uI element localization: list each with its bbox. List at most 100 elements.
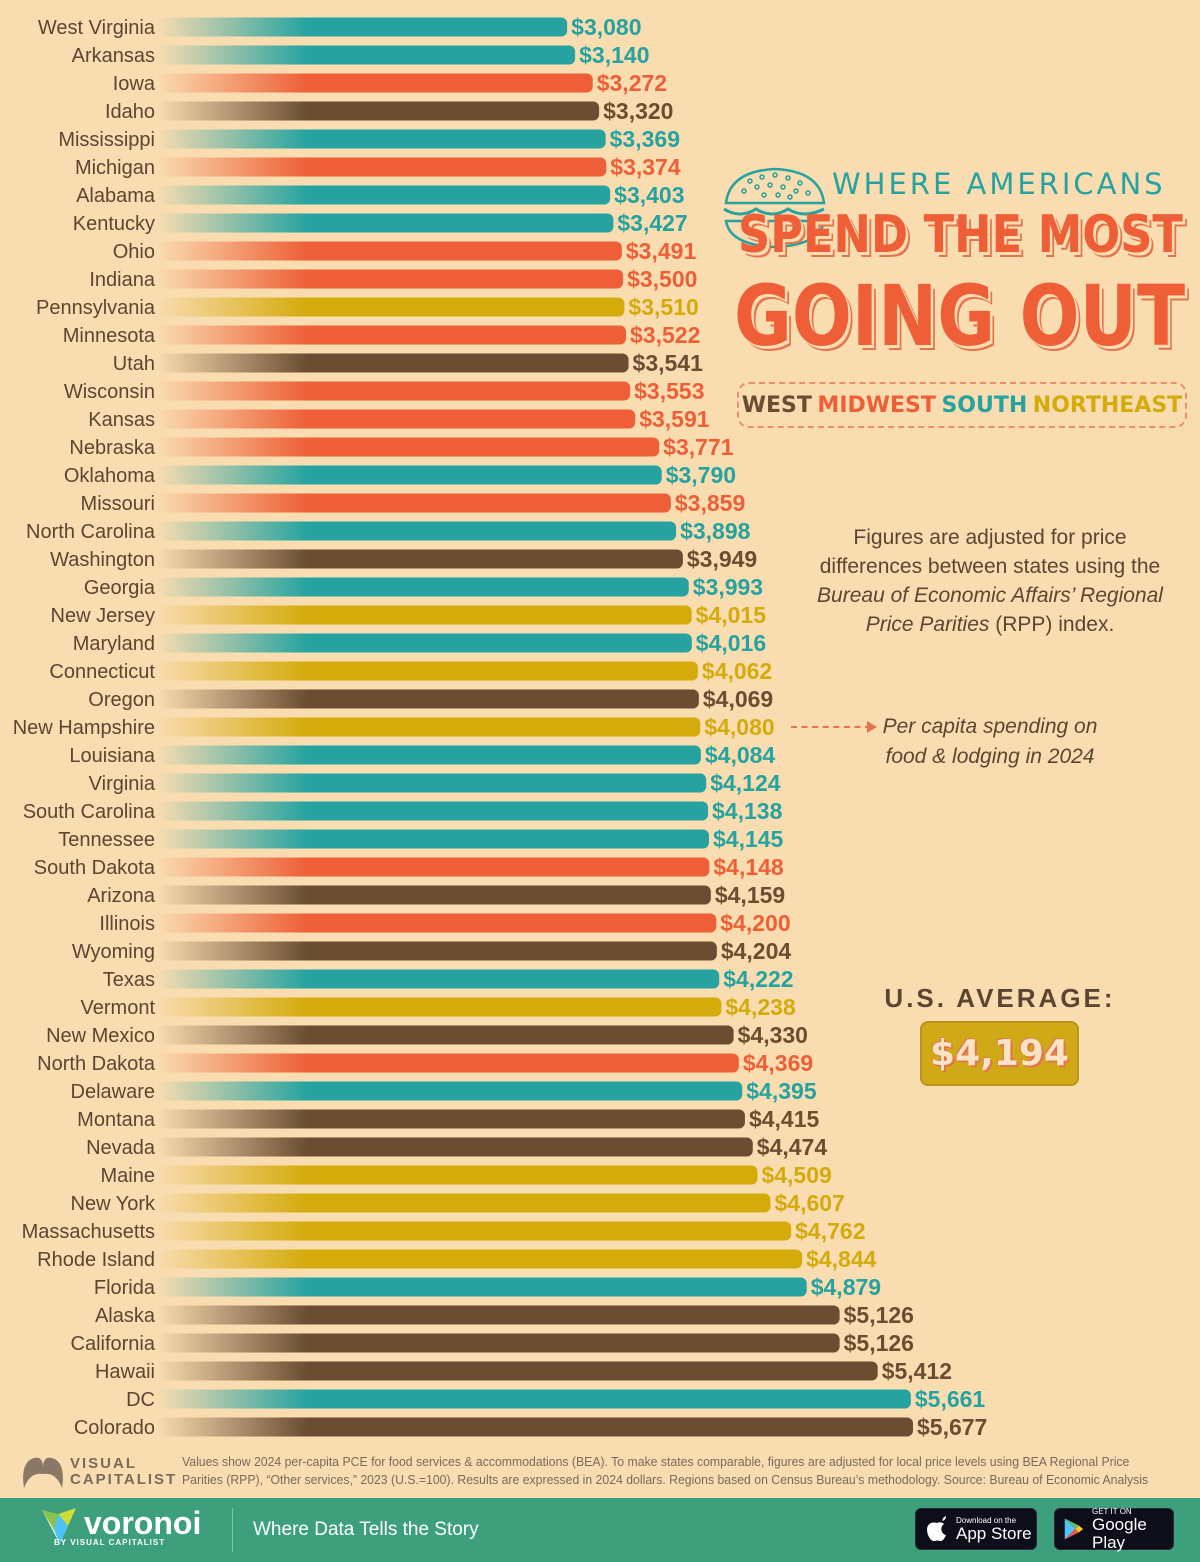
bar xyxy=(157,493,671,513)
title-line-2: GOING OUT xyxy=(734,267,1186,365)
bar xyxy=(157,353,629,373)
category-label: Missouri xyxy=(81,493,155,515)
category-label: Ohio xyxy=(113,241,155,263)
bar xyxy=(157,157,607,177)
value-label: $5,677 xyxy=(917,1414,987,1440)
callout-text: Per capita spending on food & lodging in… xyxy=(882,715,1098,768)
visual-capitalist-logo: VISUAL CAPITALIST xyxy=(20,1452,177,1492)
value-label: $3,403 xyxy=(614,182,684,208)
bar xyxy=(157,381,631,401)
app-store-big: App Store xyxy=(956,1523,1032,1543)
category-label: New Hampshire xyxy=(13,717,155,739)
category-label: Arkansas xyxy=(72,45,155,67)
category-label: Iowa xyxy=(113,73,156,95)
category-label: New Mexico xyxy=(46,1025,155,1047)
category-label: Pennsylvania xyxy=(36,297,156,319)
category-label: Arizona xyxy=(87,885,156,907)
google-play-big: Google Play xyxy=(1091,1514,1147,1552)
value-label: $4,080 xyxy=(704,714,774,740)
bar xyxy=(157,745,701,765)
value-label: $3,993 xyxy=(693,574,763,600)
value-label: $3,080 xyxy=(571,14,641,40)
value-label: $3,541 xyxy=(633,350,704,376)
value-label: $4,016 xyxy=(696,630,766,656)
category-label: New Jersey xyxy=(51,605,155,627)
bar xyxy=(157,913,717,933)
voronoi-wordmark: voronoi xyxy=(84,1505,202,1541)
category-label: South Dakota xyxy=(34,857,156,879)
app-store-button[interactable]: Download on the App Store xyxy=(915,1508,1037,1550)
value-label: $4,069 xyxy=(703,686,773,712)
bar xyxy=(157,1053,739,1073)
tagline: Where Data Tells the Story xyxy=(253,1519,479,1540)
value-label: $3,553 xyxy=(634,378,704,404)
us-average-label: U.S. AVERAGE: xyxy=(884,983,1116,1013)
value-label: $3,427 xyxy=(617,210,687,236)
value-label: $4,200 xyxy=(720,910,790,936)
value-label: $4,607 xyxy=(775,1190,845,1216)
bar xyxy=(157,941,717,961)
category-label: DC xyxy=(126,1389,155,1411)
bar xyxy=(157,1137,753,1157)
bar xyxy=(157,661,698,681)
category-label: Michigan xyxy=(75,157,155,179)
value-label: $3,491 xyxy=(626,238,697,264)
bar xyxy=(157,1081,743,1101)
footer-bar: voronoi BY VISUAL CAPITALIST Where Data … xyxy=(0,1498,1200,1562)
value-label: $4,879 xyxy=(811,1274,881,1300)
value-label: $4,369 xyxy=(743,1050,813,1076)
category-label: Massachusetts xyxy=(22,1221,155,1243)
value-label: $4,330 xyxy=(738,1022,808,1048)
category-label: Washington xyxy=(50,549,155,571)
value-label: $4,138 xyxy=(712,798,783,824)
category-label: Kansas xyxy=(88,409,155,431)
methodology-note: Figures are adjusted for price differenc… xyxy=(800,523,1180,639)
category-label: Oklahoma xyxy=(64,465,156,487)
bar xyxy=(157,997,722,1017)
bar xyxy=(157,549,683,569)
value-label: $3,140 xyxy=(579,42,649,68)
value-label: $5,661 xyxy=(915,1386,986,1412)
category-label: Maryland xyxy=(73,633,155,655)
value-label: $4,222 xyxy=(723,966,793,992)
bar xyxy=(157,213,614,233)
value-label: $3,510 xyxy=(628,294,698,320)
bar xyxy=(157,1249,803,1269)
voronoi-logo[interactable]: voronoi xyxy=(40,1506,201,1546)
bar xyxy=(157,633,692,653)
category-label: Oregon xyxy=(88,689,155,711)
bar xyxy=(157,773,707,793)
bar xyxy=(157,1221,792,1241)
bar xyxy=(157,1109,745,1129)
legend-midwest: MIDWEST xyxy=(817,392,936,418)
category-label: Louisiana xyxy=(69,745,156,767)
category-label: California xyxy=(71,1333,156,1355)
bar xyxy=(157,885,711,905)
burger-icon xyxy=(723,167,826,249)
bar xyxy=(157,717,701,737)
category-label: Alabama xyxy=(76,185,156,207)
voronoi-mark-icon xyxy=(42,1508,76,1544)
bar xyxy=(157,1361,878,1381)
value-label: $5,412 xyxy=(882,1358,952,1384)
google-play-button[interactable]: GET IT ON Google Play xyxy=(1054,1507,1174,1552)
category-label: Vermont xyxy=(81,997,156,1019)
value-label: $4,084 xyxy=(705,742,776,768)
bar-chart: West Virginia $3,080 Arkansas $3,140 Iowa $3,… xyxy=(13,14,988,1440)
category-label: Wyoming xyxy=(72,941,155,963)
bar xyxy=(157,689,699,709)
value-label: $3,522 xyxy=(630,322,700,348)
apple-icon xyxy=(927,1516,946,1542)
bar xyxy=(157,129,606,149)
value-label: $5,126 xyxy=(844,1330,914,1356)
category-label: Alaska xyxy=(95,1305,156,1327)
category-label: Wisconsin xyxy=(64,381,155,403)
bar xyxy=(157,297,625,317)
category-label: Tennessee xyxy=(58,829,155,851)
bar xyxy=(157,101,600,121)
bar xyxy=(157,45,576,65)
note-end: (RPP) index. xyxy=(989,613,1115,636)
bar xyxy=(157,409,636,429)
app-store-small: Download on the xyxy=(956,1515,1017,1525)
bar xyxy=(157,1165,758,1185)
